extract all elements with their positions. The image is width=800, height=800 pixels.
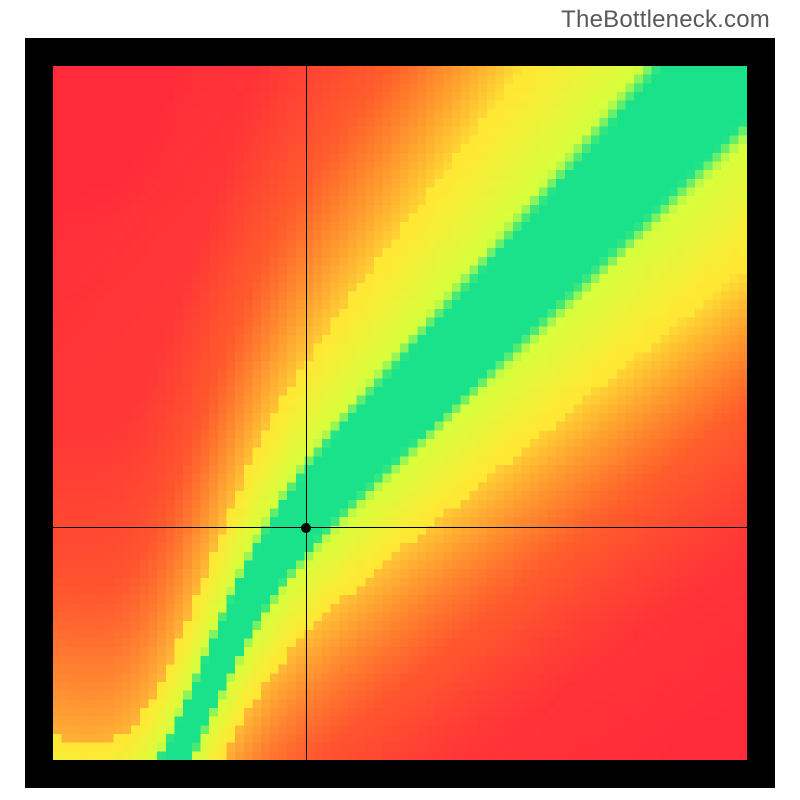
marker-dot [301,523,311,533]
crosshair-horizontal [53,527,747,528]
crosshair-vertical [306,66,307,760]
watermark-text: TheBottleneck.com [561,6,770,34]
bottleneck-heatmap [53,66,747,760]
chart-frame [25,38,775,788]
